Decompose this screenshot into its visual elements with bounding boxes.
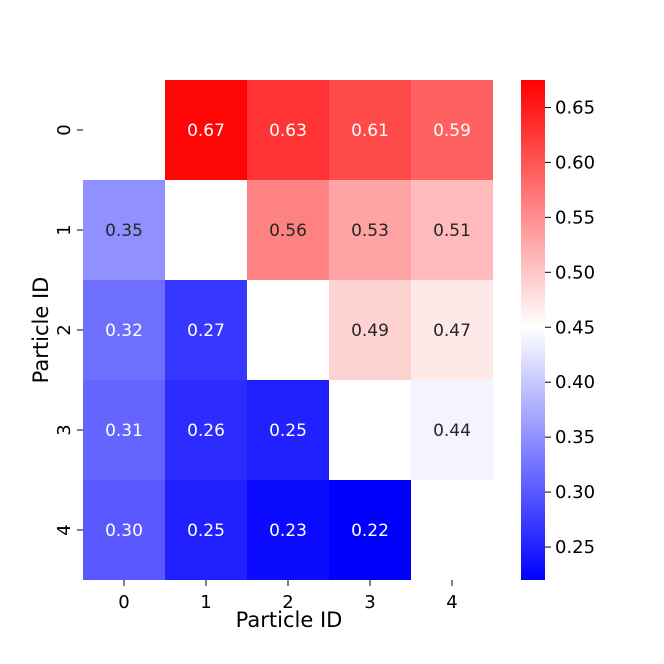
x-tick-label: 4 xyxy=(446,592,457,613)
colorbar-tick-label: 0.35 xyxy=(555,427,595,448)
heatmap-cell xyxy=(411,80,493,180)
x-tick-label: 2 xyxy=(282,592,293,613)
cell-value-label: 0.49 xyxy=(351,321,389,341)
heatmap-cell xyxy=(165,480,247,580)
colorbar-ticks: 0.25 0.30 0.35 0.40 0.45 0.50 0.55 0.60 0.65 xyxy=(545,97,595,558)
heatmap-cell xyxy=(329,80,411,180)
heatmap-cell xyxy=(329,280,411,380)
heatmap-cell xyxy=(411,280,493,380)
cell-value-label: 0.51 xyxy=(433,221,471,241)
heatmap-cell xyxy=(83,480,165,580)
cell-value-label: 0.67 xyxy=(187,121,225,141)
cell-value-label: 0.56 xyxy=(269,221,307,241)
heatmap-cell xyxy=(83,380,165,480)
y-axis: 0 1 2 3 4 xyxy=(54,124,83,536)
heatmap-cells: 0.67 0.63 0.61 0.59 0.35 0.56 0.53 0.51 0.32 0.27… xyxy=(83,80,493,580)
heatmap-cell xyxy=(165,280,247,380)
cell-value-label: 0.44 xyxy=(433,421,471,441)
cell-value-label: 0.22 xyxy=(351,521,389,541)
heatmap-cell xyxy=(247,480,329,580)
y-tick-label: 1 xyxy=(54,224,75,235)
y-tick-label: 2 xyxy=(54,324,75,335)
colorbar xyxy=(521,80,545,580)
heatmap-cell xyxy=(329,480,411,580)
cell-value-label: 0.26 xyxy=(187,421,225,441)
colorbar-tick-label: 0.55 xyxy=(555,207,595,228)
cell-value-label: 0.35 xyxy=(105,221,143,241)
heatmap-cell xyxy=(411,180,493,280)
cell-value-label: 0.59 xyxy=(433,121,471,141)
x-tick-label: 1 xyxy=(200,592,211,613)
heatmap-cell xyxy=(165,380,247,480)
x-axis-label: Particle ID xyxy=(236,608,343,632)
heatmap-cell xyxy=(411,380,493,480)
x-tick-label: 3 xyxy=(364,592,375,613)
colorbar-tick-label: 0.45 xyxy=(555,317,595,338)
colorbar-tick-label: 0.50 xyxy=(555,262,595,283)
colorbar-tick-label: 0.40 xyxy=(555,372,595,393)
heatmap-cell xyxy=(247,380,329,480)
x-axis: 0 1 2 3 4 xyxy=(118,580,458,613)
cell-value-label: 0.23 xyxy=(269,521,307,541)
colorbar-tick-label: 0.25 xyxy=(555,537,595,558)
colorbar-tick-label: 0.65 xyxy=(555,97,595,118)
x-tick-label: 0 xyxy=(118,592,129,613)
heatmap-cell xyxy=(83,180,165,280)
y-tick-label: 3 xyxy=(54,424,75,435)
colorbar-tick-label: 0.60 xyxy=(555,152,595,173)
cell-value-label: 0.53 xyxy=(351,221,389,241)
colorbar-tick-label: 0.30 xyxy=(555,482,595,503)
heatmap-cell xyxy=(329,180,411,280)
y-tick-label: 4 xyxy=(54,524,75,535)
cell-value-label: 0.47 xyxy=(433,321,471,341)
cell-value-label: 0.63 xyxy=(269,121,307,141)
cell-value-label: 0.31 xyxy=(105,421,143,441)
y-axis-label: Particle ID xyxy=(29,277,53,384)
cell-value-label: 0.25 xyxy=(187,521,225,541)
cell-value-label: 0.30 xyxy=(105,521,143,541)
y-tick-label: 0 xyxy=(54,124,75,135)
heatmap-cell xyxy=(165,80,247,180)
cell-value-label: 0.61 xyxy=(351,121,389,141)
heatmap-cell xyxy=(83,280,165,380)
cell-value-label: 0.27 xyxy=(187,321,225,341)
heatmap-cell xyxy=(247,180,329,280)
heatmap-cell xyxy=(247,80,329,180)
cell-value-label: 0.32 xyxy=(105,321,143,341)
cell-value-label: 0.25 xyxy=(269,421,307,441)
